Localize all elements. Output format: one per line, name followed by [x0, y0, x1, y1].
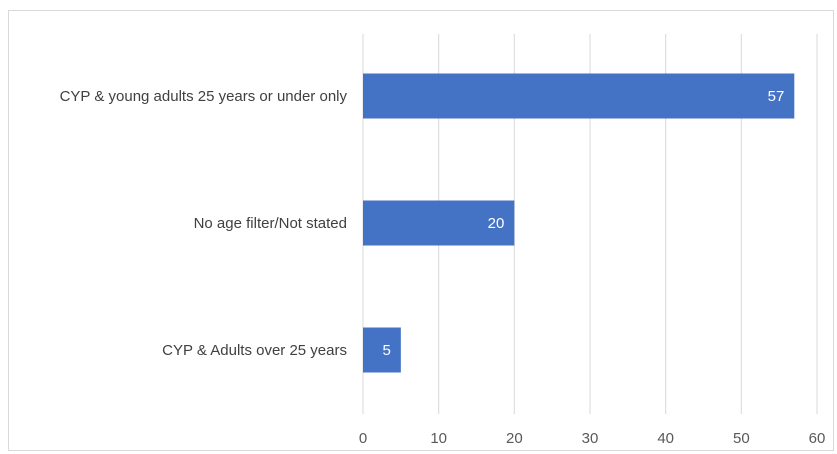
x-tick-label: 40 — [657, 430, 674, 447]
bar-data-label: 20 — [488, 215, 505, 232]
x-tick-label: 0 — [359, 430, 367, 447]
bar-data-label: 57 — [768, 88, 785, 105]
category-label: CYP & Adults over 25 years — [162, 342, 347, 359]
x-tick-label: 10 — [430, 430, 447, 447]
bar-3 — [363, 327, 401, 373]
x-tick-label: 50 — [733, 430, 750, 447]
x-tick-label: 60 — [809, 430, 826, 447]
bar-data-label: 5 — [382, 342, 390, 359]
x-axis-tick-labels: 0 10 20 30 40 50 60 — [359, 430, 826, 447]
category-labels: CYP & young adults 25 years or under onl… — [60, 88, 348, 359]
bar-2 — [363, 200, 515, 246]
bar-1 — [363, 73, 795, 119]
category-label: CYP & young adults 25 years or under onl… — [60, 88, 348, 105]
x-tick-label: 30 — [582, 430, 599, 447]
bars: 57 20 5 — [363, 73, 795, 373]
x-tick-label: 20 — [506, 430, 523, 447]
category-label: No age filter/Not stated — [194, 215, 347, 232]
